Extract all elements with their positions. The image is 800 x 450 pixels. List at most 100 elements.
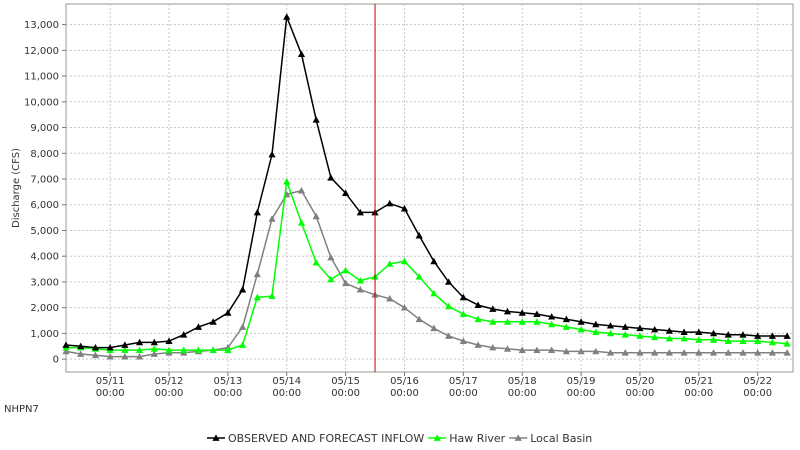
x-tick-date-label: 05/15 [331,376,360,387]
data-point-marker [621,331,629,338]
legend-label: Haw River [449,432,505,445]
data-point-marker [342,189,350,197]
data-point-marker [533,318,541,325]
data-point-marker [651,325,659,333]
data-point-marker [342,279,350,287]
y-tick-label: 13,000 [24,20,59,31]
data-point-marker [548,346,556,354]
data-point-marker [91,343,100,351]
data-point-marker [180,346,188,354]
data-point-marker [238,286,247,293]
x-tick-date-label: 05/19 [567,376,596,387]
data-point-marker [121,352,129,360]
data-point-marker [209,346,217,354]
data-point-marker [592,347,600,355]
data-point-marker [253,293,261,301]
y-tick-label: 0 [53,355,59,366]
data-point-marker [724,349,732,356]
data-point-marker [150,338,158,346]
data-point-marker [518,346,526,354]
data-point-marker [150,345,158,352]
y-tick-label: 4,000 [30,252,59,263]
data-point-marker [503,307,512,315]
x-axis: 05/1100:0005/1200:0005/1300:0005/1400:00… [96,372,772,399]
data-point-marker [91,351,100,359]
data-point-marker [253,208,261,216]
data-point-marker [621,323,629,330]
data-point-marker [445,278,453,285]
data-point-marker [312,259,320,266]
data-point-marker [665,327,673,334]
legend: OBSERVED AND FORECAST INFLOW Haw River Loc… [207,432,592,445]
data-point-marker [135,338,144,346]
data-point-marker [783,332,791,339]
data-point-marker [77,350,85,357]
data-point-marker [356,286,364,293]
data-point-marker [754,337,762,344]
data-point-marker [62,341,70,348]
data-point-marker [268,292,276,299]
data-point-marker [533,346,541,354]
data-point-marker [503,318,512,325]
data-point-marker [695,336,703,343]
data-point-marker [592,328,600,335]
grid [66,4,793,372]
data-point-marker [724,337,732,344]
data-point-marker [121,346,129,354]
data-point-marker [577,347,585,355]
x-tick-time-label: 00:00 [331,388,360,399]
y-tick-label: 8,000 [30,149,59,160]
data-point-marker [135,352,144,360]
data-point-marker [651,333,659,341]
y-tick-label: 7,000 [30,174,59,185]
data-point-marker [489,318,497,325]
data-point-marker [474,315,482,323]
y-tick-label: 10,000 [24,97,59,108]
data-point-marker [165,346,173,354]
data-point-marker [548,313,556,320]
x-tick-time-label: 00:00 [449,388,478,399]
series-group [62,177,791,354]
data-point-marker [739,349,747,356]
data-point-marker [548,320,556,328]
data-point-marker [459,310,467,317]
data-point-marker [651,349,659,356]
data-point-marker [636,332,644,339]
data-point-marker [327,174,335,181]
data-point-marker [474,341,482,348]
data-point-marker [665,334,673,342]
y-axis-title: Discharge (CFS) [11,148,22,228]
y-tick-label: 3,000 [30,277,59,288]
data-point-marker [724,331,732,338]
data-point-marker [562,315,570,323]
x-tick-time-label: 00:00 [743,388,772,399]
data-point-marker [400,257,409,265]
data-point-marker [194,323,203,330]
data-point-marker [400,204,409,212]
legend-marker [212,434,220,441]
data-point-marker [297,219,306,226]
data-point-marker [459,337,467,344]
data-point-marker [77,342,85,350]
data-point-marker [606,322,615,329]
data-point-marker [238,341,247,348]
x-tick-time-label: 00:00 [96,388,125,399]
data-point-marker [709,336,718,343]
data-point-marker [445,302,453,310]
x-tick-date-label: 05/21 [684,376,713,387]
data-point-marker [106,352,114,360]
x-tick-date-label: 05/22 [743,376,772,387]
data-point-marker [209,318,217,325]
y-tick-label: 9,000 [30,123,59,134]
data-point-marker [386,199,394,207]
data-point-marker [754,332,762,339]
data-point-marker [312,212,320,220]
x-tick-date-label: 05/13 [213,376,242,387]
series-line [66,180,788,351]
data-point-marker [709,329,718,337]
data-point-marker [430,324,438,332]
data-point-marker [783,349,791,356]
data-point-marker [430,257,438,265]
y-tick-label: 6,000 [30,200,59,211]
